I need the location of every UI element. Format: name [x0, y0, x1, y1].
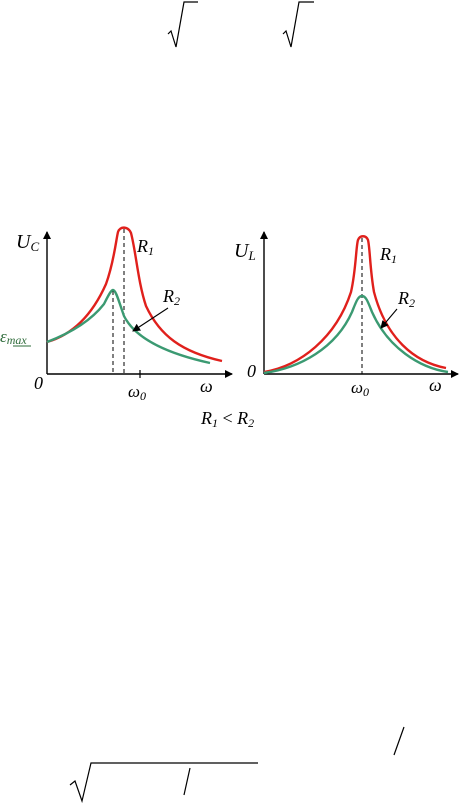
fraction-slash: [183, 767, 191, 796]
r2-curve: [263, 294, 449, 375]
radical-sign: [69, 762, 258, 803]
origin-label: 0: [34, 373, 43, 393]
omega0-label: ω0: [351, 378, 369, 399]
r2-pointer-arrow: [380, 308, 398, 329]
y-axis-label: UC: [16, 231, 39, 254]
r2-curve-label: R2: [397, 288, 415, 310]
r2-pointer-arrow: [132, 307, 169, 332]
radical-sign: [167, 1, 198, 48]
top-radicals: [167, 1, 314, 48]
r1-curve: [263, 235, 447, 374]
emf-label: εmax: [0, 327, 27, 347]
fraction-slash: [393, 726, 405, 756]
r1-curve-label: R1: [136, 236, 154, 258]
x-axis-label: ω: [429, 375, 442, 395]
r2-curve: [46, 288, 211, 365]
x-axis-label: ω: [200, 376, 213, 396]
omega0-label: ω0: [128, 382, 146, 403]
left-chart: UC εmax 0 ω0 ω R1 R2: [0, 226, 233, 403]
r1-curve: [46, 226, 223, 363]
bottom-radicals: [69, 726, 405, 803]
origin-label: 0: [247, 361, 256, 381]
radical-sign: [282, 1, 314, 48]
y-axis-label: UL: [234, 240, 256, 263]
r1-curve-label: R1: [379, 244, 397, 266]
r2-curve-label: R2: [162, 286, 180, 308]
right-chart: UL 0 ω0 ω R1 R2: [234, 231, 459, 399]
caption: R1 < R2: [200, 408, 254, 430]
